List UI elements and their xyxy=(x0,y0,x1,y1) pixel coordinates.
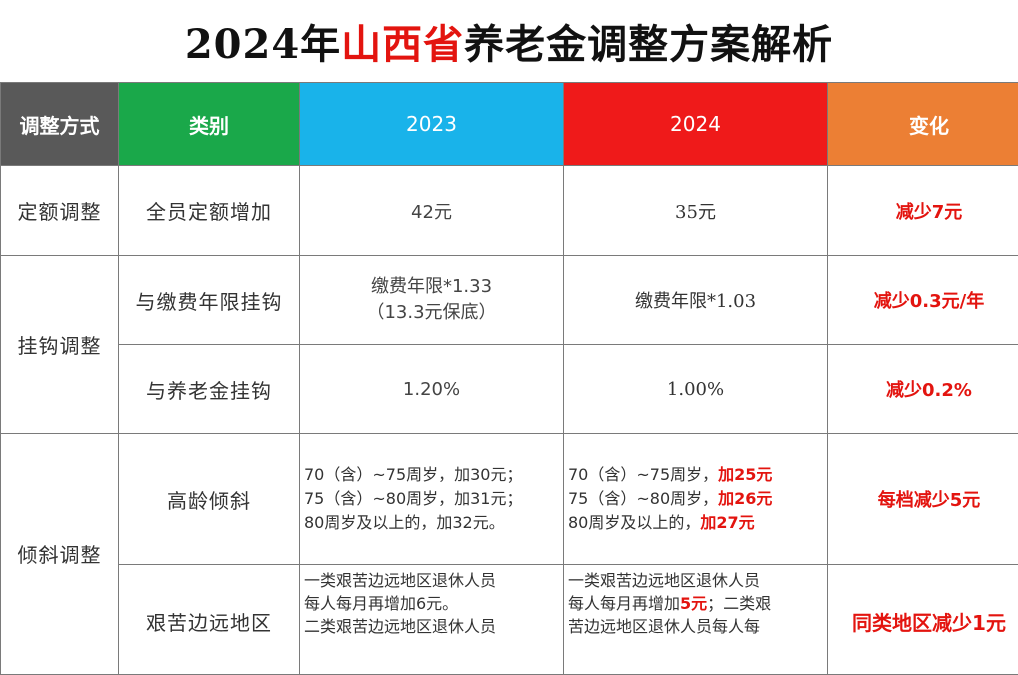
table-row: 挂钩调整 与缴费年限挂钩 缴费年限*1.33 （13.3元保底） 缴费年限*1.… xyxy=(1,256,1018,345)
method-hook: 挂钩调整 xyxy=(1,256,119,434)
value-line: （13.3元保底） xyxy=(300,300,563,326)
value-line: 每人每月再增加5元；二类艰 xyxy=(568,592,827,615)
value-2024: 35元 xyxy=(564,166,828,256)
value-line: 一类艰苦边远地区退休人员 xyxy=(304,569,563,592)
category-cell: 艰苦边远地区 xyxy=(119,565,300,675)
value-2023: 缴费年限*1.33 （13.3元保底） xyxy=(300,256,564,345)
header-2023: 2023 xyxy=(300,83,564,166)
value-line: 75（含）~80周岁，加26元 xyxy=(568,487,827,511)
value-line: 一类艰苦边远地区退休人员 xyxy=(568,569,827,592)
header-2024: 2024 xyxy=(564,83,828,166)
value-line: 70（含）~75周岁，加25元 xyxy=(568,463,827,487)
page-title: 2024年山西省养老金调整方案解析 xyxy=(0,0,1018,82)
change-cell: 减少7元 xyxy=(828,166,1018,256)
method-tilt: 倾斜调整 xyxy=(1,434,119,675)
category-cell: 全员定额增加 xyxy=(119,166,300,256)
title-province: 山西省 xyxy=(341,12,464,70)
category-cell: 与缴费年限挂钩 xyxy=(119,256,300,345)
category-cell: 与养老金挂钩 xyxy=(119,345,300,434)
value-line: 80周岁及以上的，加27元 xyxy=(568,511,827,535)
value-2024: 一类艰苦边远地区退休人员 每人每月再增加5元；二类艰 苦边远地区退休人员每人每 xyxy=(564,565,828,675)
title-suffix: 养老金调整方案解析 xyxy=(464,12,833,70)
value-2024: 70（含）~75周岁，加25元 75（含）~80周岁，加26元 80周岁及以上的… xyxy=(564,434,828,565)
adjustment-table: 调整方式 类别 2023 2024 变化 定额调整 全员定额增加 42元 35元… xyxy=(0,82,1018,675)
value-line: 每人每月再增加6元。 xyxy=(304,592,563,615)
value-2024: 缴费年限*1.03 xyxy=(564,256,828,345)
value-line: 80周岁及以上的，加32元。 xyxy=(304,511,563,535)
table-row: 定额调整 全员定额增加 42元 35元 减少7元 xyxy=(1,166,1018,256)
table-row: 与养老金挂钩 1.20% 1.00% 减少0.2% xyxy=(1,345,1018,434)
value-2023: 70（含）~75周岁，加30元； 75（含）~80周岁，加31元； 80周岁及以… xyxy=(300,434,564,565)
value-line: 缴费年限*1.33 xyxy=(300,274,563,300)
value-2024: 1.00% xyxy=(564,345,828,434)
header-category: 类别 xyxy=(119,83,300,166)
category-cell: 高龄倾斜 xyxy=(119,434,300,565)
change-cell: 每档减少5元 xyxy=(828,434,1018,565)
value-line: 70（含）~75周岁，加30元； xyxy=(304,463,563,487)
method-fixed: 定额调整 xyxy=(1,166,119,256)
value-2023: 一类艰苦边远地区退休人员 每人每月再增加6元。 二类艰苦边远地区退休人员 xyxy=(300,565,564,675)
value-line: 75（含）~80周岁，加31元； xyxy=(304,487,563,511)
value-2023: 1.20% xyxy=(300,345,564,434)
header-change: 变化 xyxy=(828,83,1018,166)
change-cell: 减少0.2% xyxy=(828,345,1018,434)
table-row: 艰苦边远地区 一类艰苦边远地区退休人员 每人每月再增加6元。 二类艰苦边远地区退… xyxy=(1,565,1018,675)
change-cell: 同类地区减少1元 xyxy=(828,565,1018,675)
title-prefix: 2024年 xyxy=(185,12,341,70)
table-row: 倾斜调整 高龄倾斜 70（含）~75周岁，加30元； 75（含）~80周岁，加3… xyxy=(1,434,1018,565)
value-2023: 42元 xyxy=(300,166,564,256)
change-cell: 减少0.3元/年 xyxy=(828,256,1018,345)
header-method: 调整方式 xyxy=(1,83,119,166)
header-row: 调整方式 类别 2023 2024 变化 xyxy=(1,83,1018,166)
